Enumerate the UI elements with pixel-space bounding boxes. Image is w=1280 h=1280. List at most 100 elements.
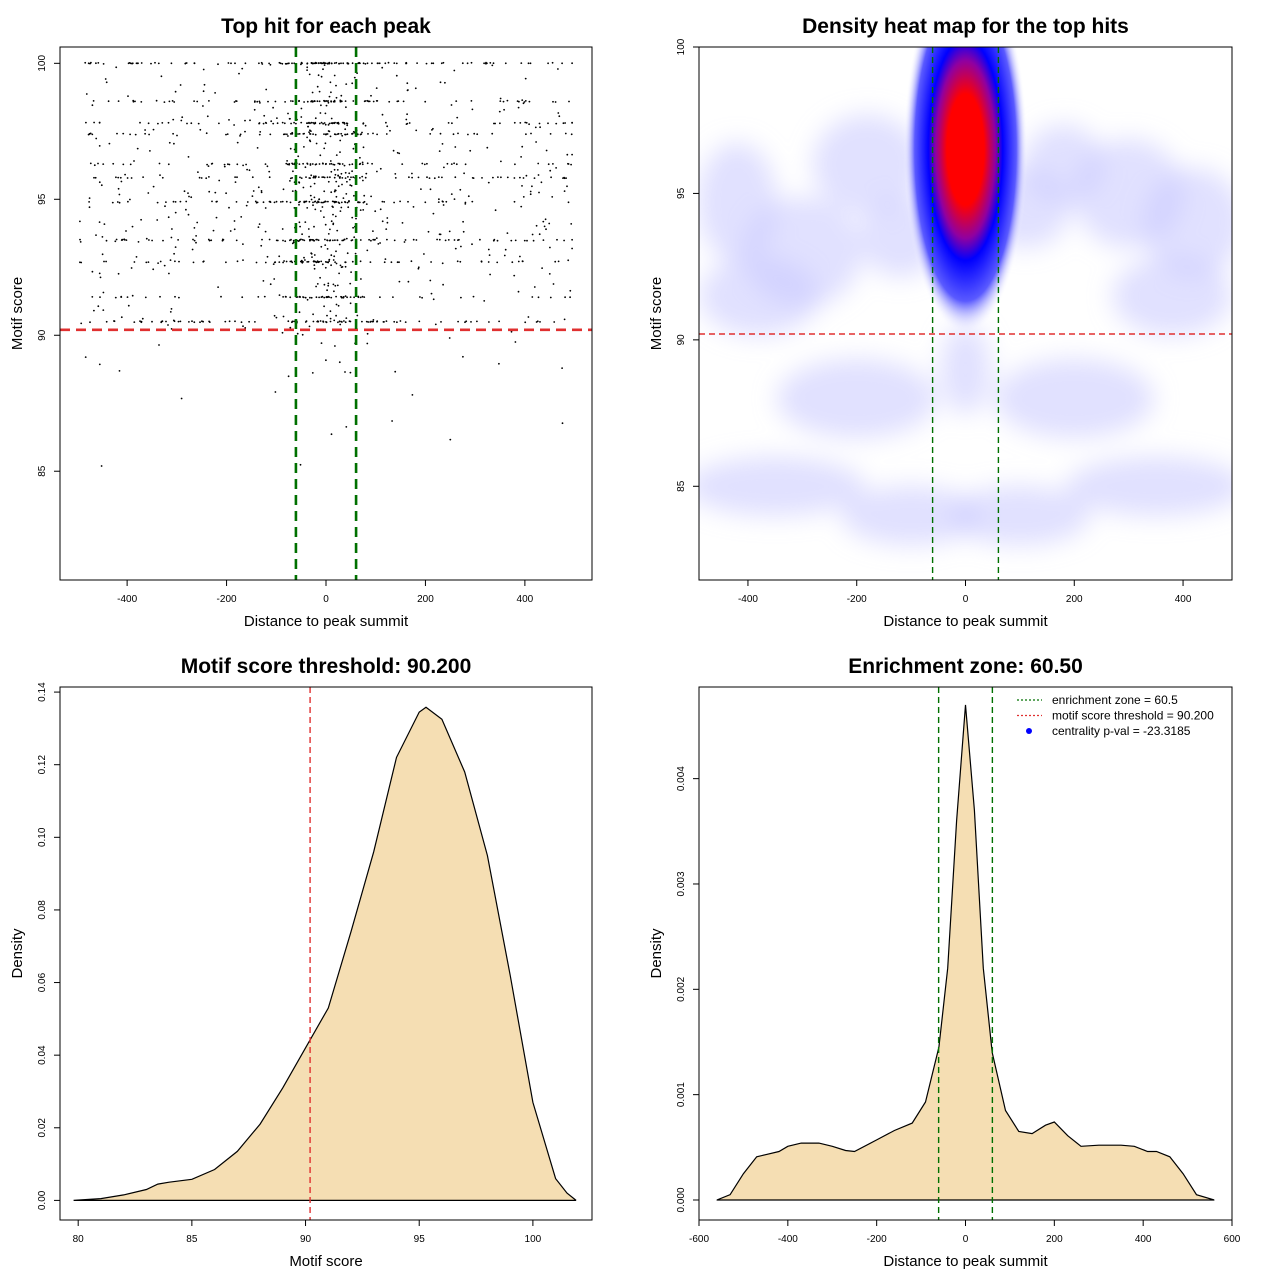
plot-frame xyxy=(59,686,593,1221)
scatter-point xyxy=(329,135,332,138)
scatter-point xyxy=(298,133,301,135)
scatter-point xyxy=(525,133,527,136)
scatter-point xyxy=(308,325,311,328)
scatter-point xyxy=(499,122,501,125)
scatter-point xyxy=(264,207,267,209)
scatter-point xyxy=(265,88,268,91)
scatter-point xyxy=(117,187,120,190)
scatter-point xyxy=(549,246,551,249)
scatter-point xyxy=(392,149,395,152)
scatter-point xyxy=(486,146,489,149)
scatter-point xyxy=(228,163,231,166)
scatter-point xyxy=(129,163,132,166)
scatter-point xyxy=(367,321,370,323)
scatter-point xyxy=(362,201,365,204)
scatter-point xyxy=(391,420,393,422)
y-tick-label: 95 xyxy=(37,193,48,205)
scatter-point xyxy=(298,221,301,224)
scatter-point xyxy=(362,179,364,182)
scatter-point xyxy=(170,308,173,310)
scatter-point xyxy=(519,255,521,258)
x-tick-label: 80 xyxy=(73,1234,85,1245)
scatter-point xyxy=(402,100,405,103)
scatter-point xyxy=(385,320,388,322)
scatter-point xyxy=(449,438,452,441)
scatter-point xyxy=(167,216,170,219)
scatter-point xyxy=(332,122,334,124)
scatter-point xyxy=(335,303,338,306)
scatter-point xyxy=(430,292,433,295)
scatter-point xyxy=(298,181,300,184)
scatter-point xyxy=(165,201,167,204)
scatter-point xyxy=(332,213,334,216)
scatter-point xyxy=(467,195,470,198)
scatter-point xyxy=(320,245,323,248)
x-tick-label: 100 xyxy=(525,1234,542,1245)
scatter-point xyxy=(496,239,499,242)
scatter-point xyxy=(481,177,483,179)
scatter-point xyxy=(258,100,261,103)
y-tick-label: 100 xyxy=(37,55,48,72)
scatter-point xyxy=(200,177,203,179)
scatter-point xyxy=(154,61,156,64)
scatter-point xyxy=(312,204,314,207)
scatter-point xyxy=(298,203,300,206)
scatter-point xyxy=(487,181,490,184)
scatter-point xyxy=(282,188,285,191)
density-blob xyxy=(1065,456,1232,517)
scatter-point xyxy=(318,100,321,103)
scatter-point xyxy=(288,117,291,120)
scatter-point xyxy=(437,201,440,204)
scatter-point xyxy=(424,201,427,204)
scatter-point xyxy=(156,201,159,204)
scatter-point xyxy=(453,162,455,165)
density-blob xyxy=(841,485,982,546)
scatter-point xyxy=(113,320,115,322)
scatter-point xyxy=(88,201,90,203)
scatter-point xyxy=(223,165,226,168)
scatter-point xyxy=(255,261,258,264)
scatter-point xyxy=(174,211,177,214)
scatter-point xyxy=(208,176,210,178)
scatter-point xyxy=(137,241,140,243)
scatter-point xyxy=(369,261,372,263)
scatter-point xyxy=(285,162,288,165)
scatter-point xyxy=(345,426,348,428)
scatter-point xyxy=(321,176,324,179)
scatter-point xyxy=(134,100,136,103)
scatter-point xyxy=(233,101,236,103)
scatter-point xyxy=(265,122,268,124)
scatter-point xyxy=(342,197,345,200)
x-axis-label: Distance to peak summit xyxy=(244,613,409,630)
panel-3: 80 85 90 95 100 0.00 0.02 0.04 0.06 0.08 0.10 0.12 0… xyxy=(9,655,593,1270)
scatter-point xyxy=(441,262,444,265)
scatter-point xyxy=(320,121,323,124)
scatter-point xyxy=(325,104,328,107)
scatter-point xyxy=(244,119,246,122)
scatter-point xyxy=(98,181,101,184)
scatter-point xyxy=(236,141,239,144)
scatter-point xyxy=(278,294,281,296)
x-tick-label: 0 xyxy=(323,594,329,605)
scatter-point xyxy=(278,61,281,64)
scatter-point xyxy=(326,314,328,317)
scatter-point xyxy=(327,200,329,203)
scatter-point xyxy=(388,100,391,103)
scatter-point xyxy=(552,100,554,103)
scatter-point xyxy=(461,62,464,65)
scatter-point xyxy=(398,280,401,283)
scatter-point xyxy=(344,371,346,373)
scatter-point xyxy=(314,133,317,136)
scatter-point xyxy=(305,176,307,179)
legend-label: centrality p-val = -23.3185 xyxy=(1052,724,1191,738)
scatter-point xyxy=(332,222,335,225)
scatter-point xyxy=(263,295,266,298)
scatter-point xyxy=(386,221,389,224)
scatter-point xyxy=(224,320,227,323)
scatter-point xyxy=(140,218,143,221)
scatter-point xyxy=(362,122,365,125)
scatter-point xyxy=(325,359,327,362)
scatter-point xyxy=(144,296,147,299)
scatter-point xyxy=(423,163,426,166)
scatter-point xyxy=(371,162,373,165)
